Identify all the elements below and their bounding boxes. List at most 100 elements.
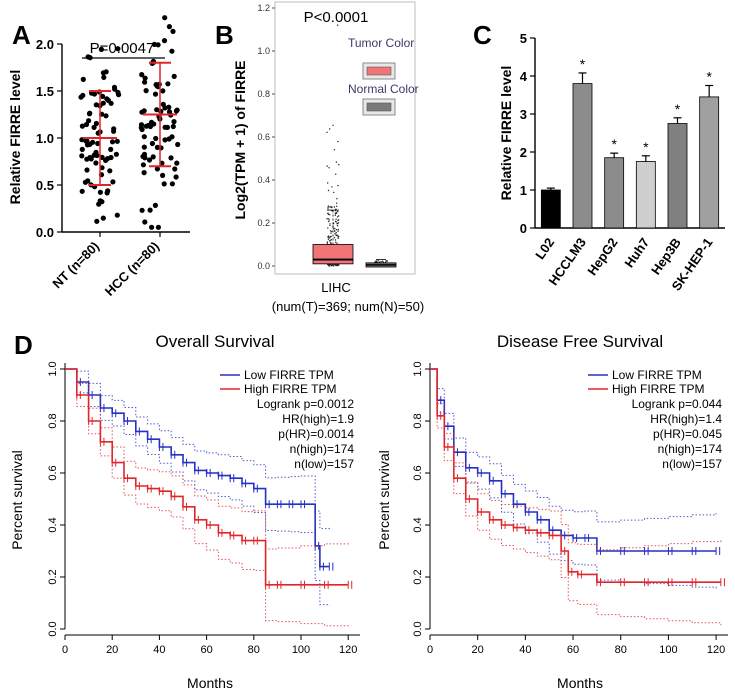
panel-b-point — [327, 213, 330, 216]
panel-a-point — [165, 81, 171, 87]
panel-a-point — [154, 166, 160, 172]
panel-a-point — [84, 167, 90, 173]
panel-a-point — [147, 207, 153, 213]
panel-a-point — [93, 160, 99, 166]
panel-a-point — [105, 188, 111, 194]
panel-d-ytick-label: 1.0 — [47, 361, 59, 376]
panel-b-ytick-label: 0.0 — [257, 261, 270, 271]
panel-a-point — [141, 170, 147, 176]
panel-b-point — [331, 206, 333, 208]
panel-d-legend-label: High FIRRE TPM — [244, 382, 336, 396]
panel-d-xtick-label: 20 — [106, 644, 118, 656]
panel-b-point — [335, 218, 337, 220]
panel-a-point — [93, 120, 99, 127]
panel-a-point — [175, 141, 181, 148]
panel-a-ytick-label: 2.0 — [36, 37, 54, 52]
panel-b-point — [333, 206, 336, 208]
panel-b-ytick-label: 0.4 — [257, 175, 270, 185]
panel-d-legend-label: Low FIRRE TPM — [244, 368, 334, 382]
panel-a-point — [152, 91, 159, 97]
panel-a-point — [160, 88, 166, 94]
panel-b-point — [338, 235, 340, 238]
panel-d-ytick-label: 0.6 — [412, 465, 424, 480]
panel-d-stat: n(low)=157 — [294, 457, 354, 471]
panel-a-point — [113, 151, 119, 157]
panel-b-point — [326, 218, 328, 220]
panel-d-xtick-label: 40 — [519, 644, 531, 656]
panel-d-stat: p(HR)=0.0014 — [278, 427, 354, 441]
panel-d-ytick-label: 0.4 — [47, 517, 59, 532]
panel-a-point — [100, 93, 106, 99]
panel-d-ytick-label: 0.0 — [47, 621, 59, 636]
panel-d-ytick-label: 0.8 — [412, 413, 424, 428]
panel-a-point — [97, 189, 103, 195]
panel-a-point — [110, 179, 116, 185]
panel-b-point — [328, 167, 330, 169]
panel-b-point — [338, 215, 340, 217]
panel-b-point — [327, 238, 330, 240]
panel-a-point — [160, 101, 166, 107]
panel-d-xtick-label: 60 — [567, 644, 579, 656]
panel-a-point — [79, 146, 85, 152]
panel-c-ytick-label: 1 — [520, 183, 527, 198]
panel-b-tumor-box — [312, 244, 354, 265]
panel-a-point — [170, 123, 176, 130]
panel-c-bar-sk-hep-1 — [699, 96, 720, 229]
panel-a-point — [87, 110, 93, 116]
panel-a-point — [158, 108, 164, 114]
panel-b-point — [329, 236, 332, 238]
panel-b-point — [377, 260, 379, 262]
panel-b-point — [386, 260, 389, 262]
panel-b-point — [335, 229, 338, 231]
panel-a-point — [161, 181, 167, 187]
panel-a-significance: P=0.0047 — [90, 40, 155, 57]
panel-b-point — [381, 260, 384, 262]
panel-b-point — [336, 24, 339, 26]
panel-d-ytick-label: 0.0 — [412, 621, 424, 636]
panel-b-point — [328, 236, 330, 239]
panel-a-point — [115, 89, 121, 96]
panel-a-point — [115, 46, 121, 52]
panel-b-point — [337, 210, 339, 213]
panel-a-scatter: Relative FIRRE level P=0.0047 0.0 0.5 1.0 1… — [7, 15, 190, 299]
panel-a-point — [79, 188, 85, 194]
panel-a-point — [79, 123, 85, 129]
panel-a-point — [109, 139, 116, 145]
panel-b-point — [334, 214, 337, 216]
panel-b-point — [327, 205, 330, 207]
panel-a-xtick-nt: NT (n=80) — [49, 239, 102, 292]
panel-b-point — [328, 219, 330, 221]
panel-a-point — [160, 172, 166, 178]
panel-a-ytick-label: 0.5 — [36, 178, 54, 193]
panel-a-point — [91, 91, 98, 97]
panel-b-point — [337, 237, 339, 239]
panel-b-point — [334, 230, 336, 232]
panel-a-point — [95, 140, 101, 147]
panel-a-point — [99, 154, 105, 160]
panel-b-point — [329, 230, 332, 232]
panel-a-point — [80, 76, 86, 82]
panel-d-ytick-label: 0.2 — [47, 569, 59, 584]
panel-b-point — [327, 189, 330, 192]
panel-b-ylabel: Log2(TPM + 1) of FIRRE — [232, 60, 248, 219]
panel-b-point — [328, 235, 330, 237]
panel-a-point — [162, 137, 168, 143]
panel-b-point — [336, 198, 338, 200]
panel-b-point — [337, 140, 339, 143]
panel-d-xtick-label: 80 — [248, 644, 260, 656]
panel-b-point — [330, 238, 332, 241]
panel-a-point — [166, 104, 172, 110]
panel-a-point — [114, 138, 120, 144]
panel-b-point — [327, 206, 329, 209]
panel-a-point — [114, 212, 120, 218]
panel-d-xtick-label: 40 — [153, 644, 165, 656]
panel-b-point — [337, 222, 339, 225]
panel-d-dfs-xlabel: Months — [557, 675, 603, 691]
panel-d-ci-band — [430, 368, 717, 523]
panel-b-point — [329, 242, 332, 244]
panel-a-point — [152, 202, 158, 208]
panel-b-title: P<0.0001 — [304, 9, 369, 26]
panel-a-point — [168, 155, 174, 161]
panel-a-point — [154, 107, 160, 113]
panel-a-point — [161, 38, 168, 44]
